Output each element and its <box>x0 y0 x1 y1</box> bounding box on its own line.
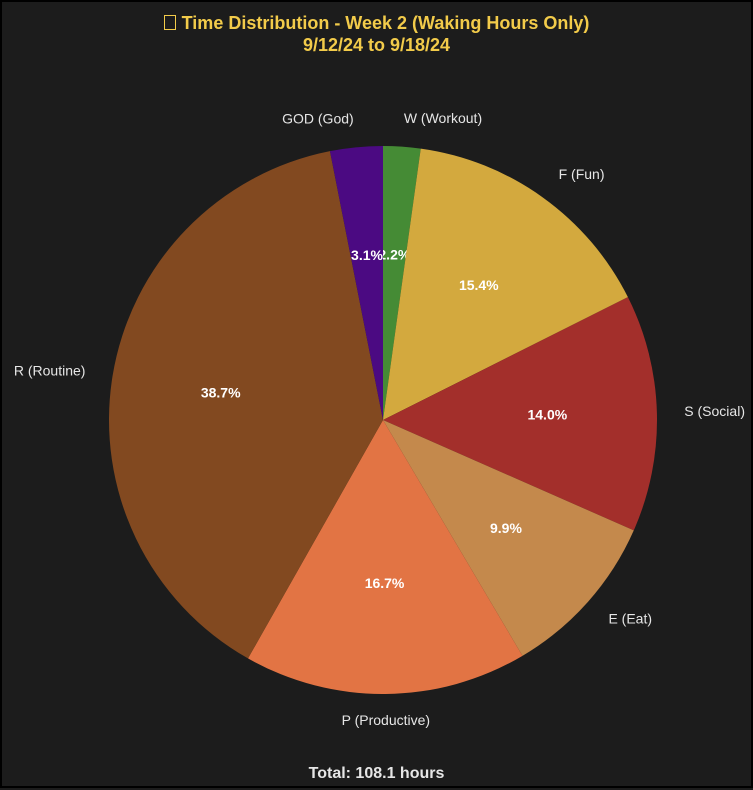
slice-label-r: R (Routine) <box>14 363 86 379</box>
slice-label-e: E (Eat) <box>608 611 652 627</box>
slice-percent-w: 2.2% <box>378 247 410 263</box>
slice-percent-e: 9.9% <box>490 520 522 536</box>
pie-slice-e <box>383 420 634 656</box>
slice-label-p: P (Productive) <box>342 712 430 728</box>
chart-subtitle: 9/12/24 to 9/18/24 <box>302 35 451 55</box>
pie-slice-f <box>383 148 628 420</box>
slice-label-s: S (Social) <box>684 403 745 419</box>
chart-title: Time Distribution - Week 2 (Waking Hours… <box>2 12 751 34</box>
slice-percent-f: 15.4% <box>459 277 499 293</box>
slice-label-f: F (Fun) <box>559 166 605 182</box>
pie-slice-god <box>329 146 383 420</box>
pie-slice-s <box>383 297 657 531</box>
slice-percent-r: 38.7% <box>201 384 241 400</box>
calendar-icon <box>163 15 176 30</box>
total-hours: Total: 108.1 hours <box>308 765 445 782</box>
pie-slice-w <box>383 146 421 420</box>
slice-percent-s: 14.0% <box>527 407 567 423</box>
chart-title-text: Time Distribution - Week 2 (Waking Hours… <box>181 13 590 33</box>
slice-percent-p: 16.7% <box>365 575 405 591</box>
slice-percent-god: 3.1% <box>351 247 383 263</box>
slice-label-god: GOD (God) <box>282 111 354 127</box>
pie-slice-r <box>108 151 383 659</box>
slice-label-w: W (Workout) <box>404 110 482 126</box>
pie-slice-p <box>247 420 523 694</box>
